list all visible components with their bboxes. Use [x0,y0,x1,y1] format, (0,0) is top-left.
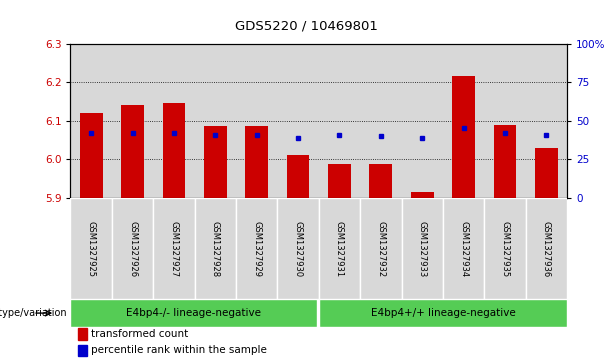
Bar [70,299,317,327]
Bar [78,328,87,340]
Text: GSM1327931: GSM1327931 [335,221,344,277]
Bar [153,44,195,198]
Text: GSM1327926: GSM1327926 [128,221,137,277]
Bar [493,125,516,198]
Text: transformed count: transformed count [91,329,189,339]
Bar [245,126,268,198]
Text: GSM1327929: GSM1327929 [252,221,261,277]
Bar [162,103,185,198]
Text: GSM1327933: GSM1327933 [417,221,427,277]
Text: E4bp4+/+ lineage-negative: E4bp4+/+ lineage-negative [370,308,516,318]
Bar [526,198,567,299]
Bar [402,44,443,198]
Text: GSM1327935: GSM1327935 [500,221,509,277]
Bar [443,198,484,299]
Text: genotype/variation: genotype/variation [0,308,67,318]
Text: GSM1327928: GSM1327928 [211,221,220,277]
Bar [80,113,102,198]
Text: E4bp4-/- lineage-negative: E4bp4-/- lineage-negative [126,308,261,318]
Bar [411,192,433,198]
Bar [195,44,236,198]
Text: GDS5220 / 10469801: GDS5220 / 10469801 [235,20,378,33]
Bar [236,44,277,198]
Bar [287,155,310,198]
Bar [319,44,360,198]
Text: percentile rank within the sample: percentile rank within the sample [91,345,267,355]
Bar [328,164,351,198]
Bar [535,148,558,198]
Bar [153,198,195,299]
Bar [70,198,112,299]
Bar [484,198,526,299]
Bar [204,126,227,198]
Text: GSM1327927: GSM1327927 [169,221,178,277]
Bar [360,198,402,299]
Bar [78,345,87,356]
Bar [112,44,153,198]
Bar [277,44,319,198]
Bar [452,76,475,198]
Bar [236,198,277,299]
Bar [484,44,526,198]
Text: GSM1327930: GSM1327930 [294,221,303,277]
Bar [121,105,144,198]
Bar [360,44,402,198]
Bar [402,198,443,299]
Bar [319,198,360,299]
Bar [112,198,153,299]
Bar [319,299,567,327]
Bar [370,164,392,198]
Text: GSM1327925: GSM1327925 [86,221,96,277]
Bar [70,44,112,198]
Text: GSM1327934: GSM1327934 [459,221,468,277]
Bar [277,198,319,299]
Bar [195,198,236,299]
Bar [526,44,567,198]
Bar [443,44,484,198]
Text: GSM1327932: GSM1327932 [376,221,386,277]
Text: GSM1327936: GSM1327936 [542,221,551,277]
